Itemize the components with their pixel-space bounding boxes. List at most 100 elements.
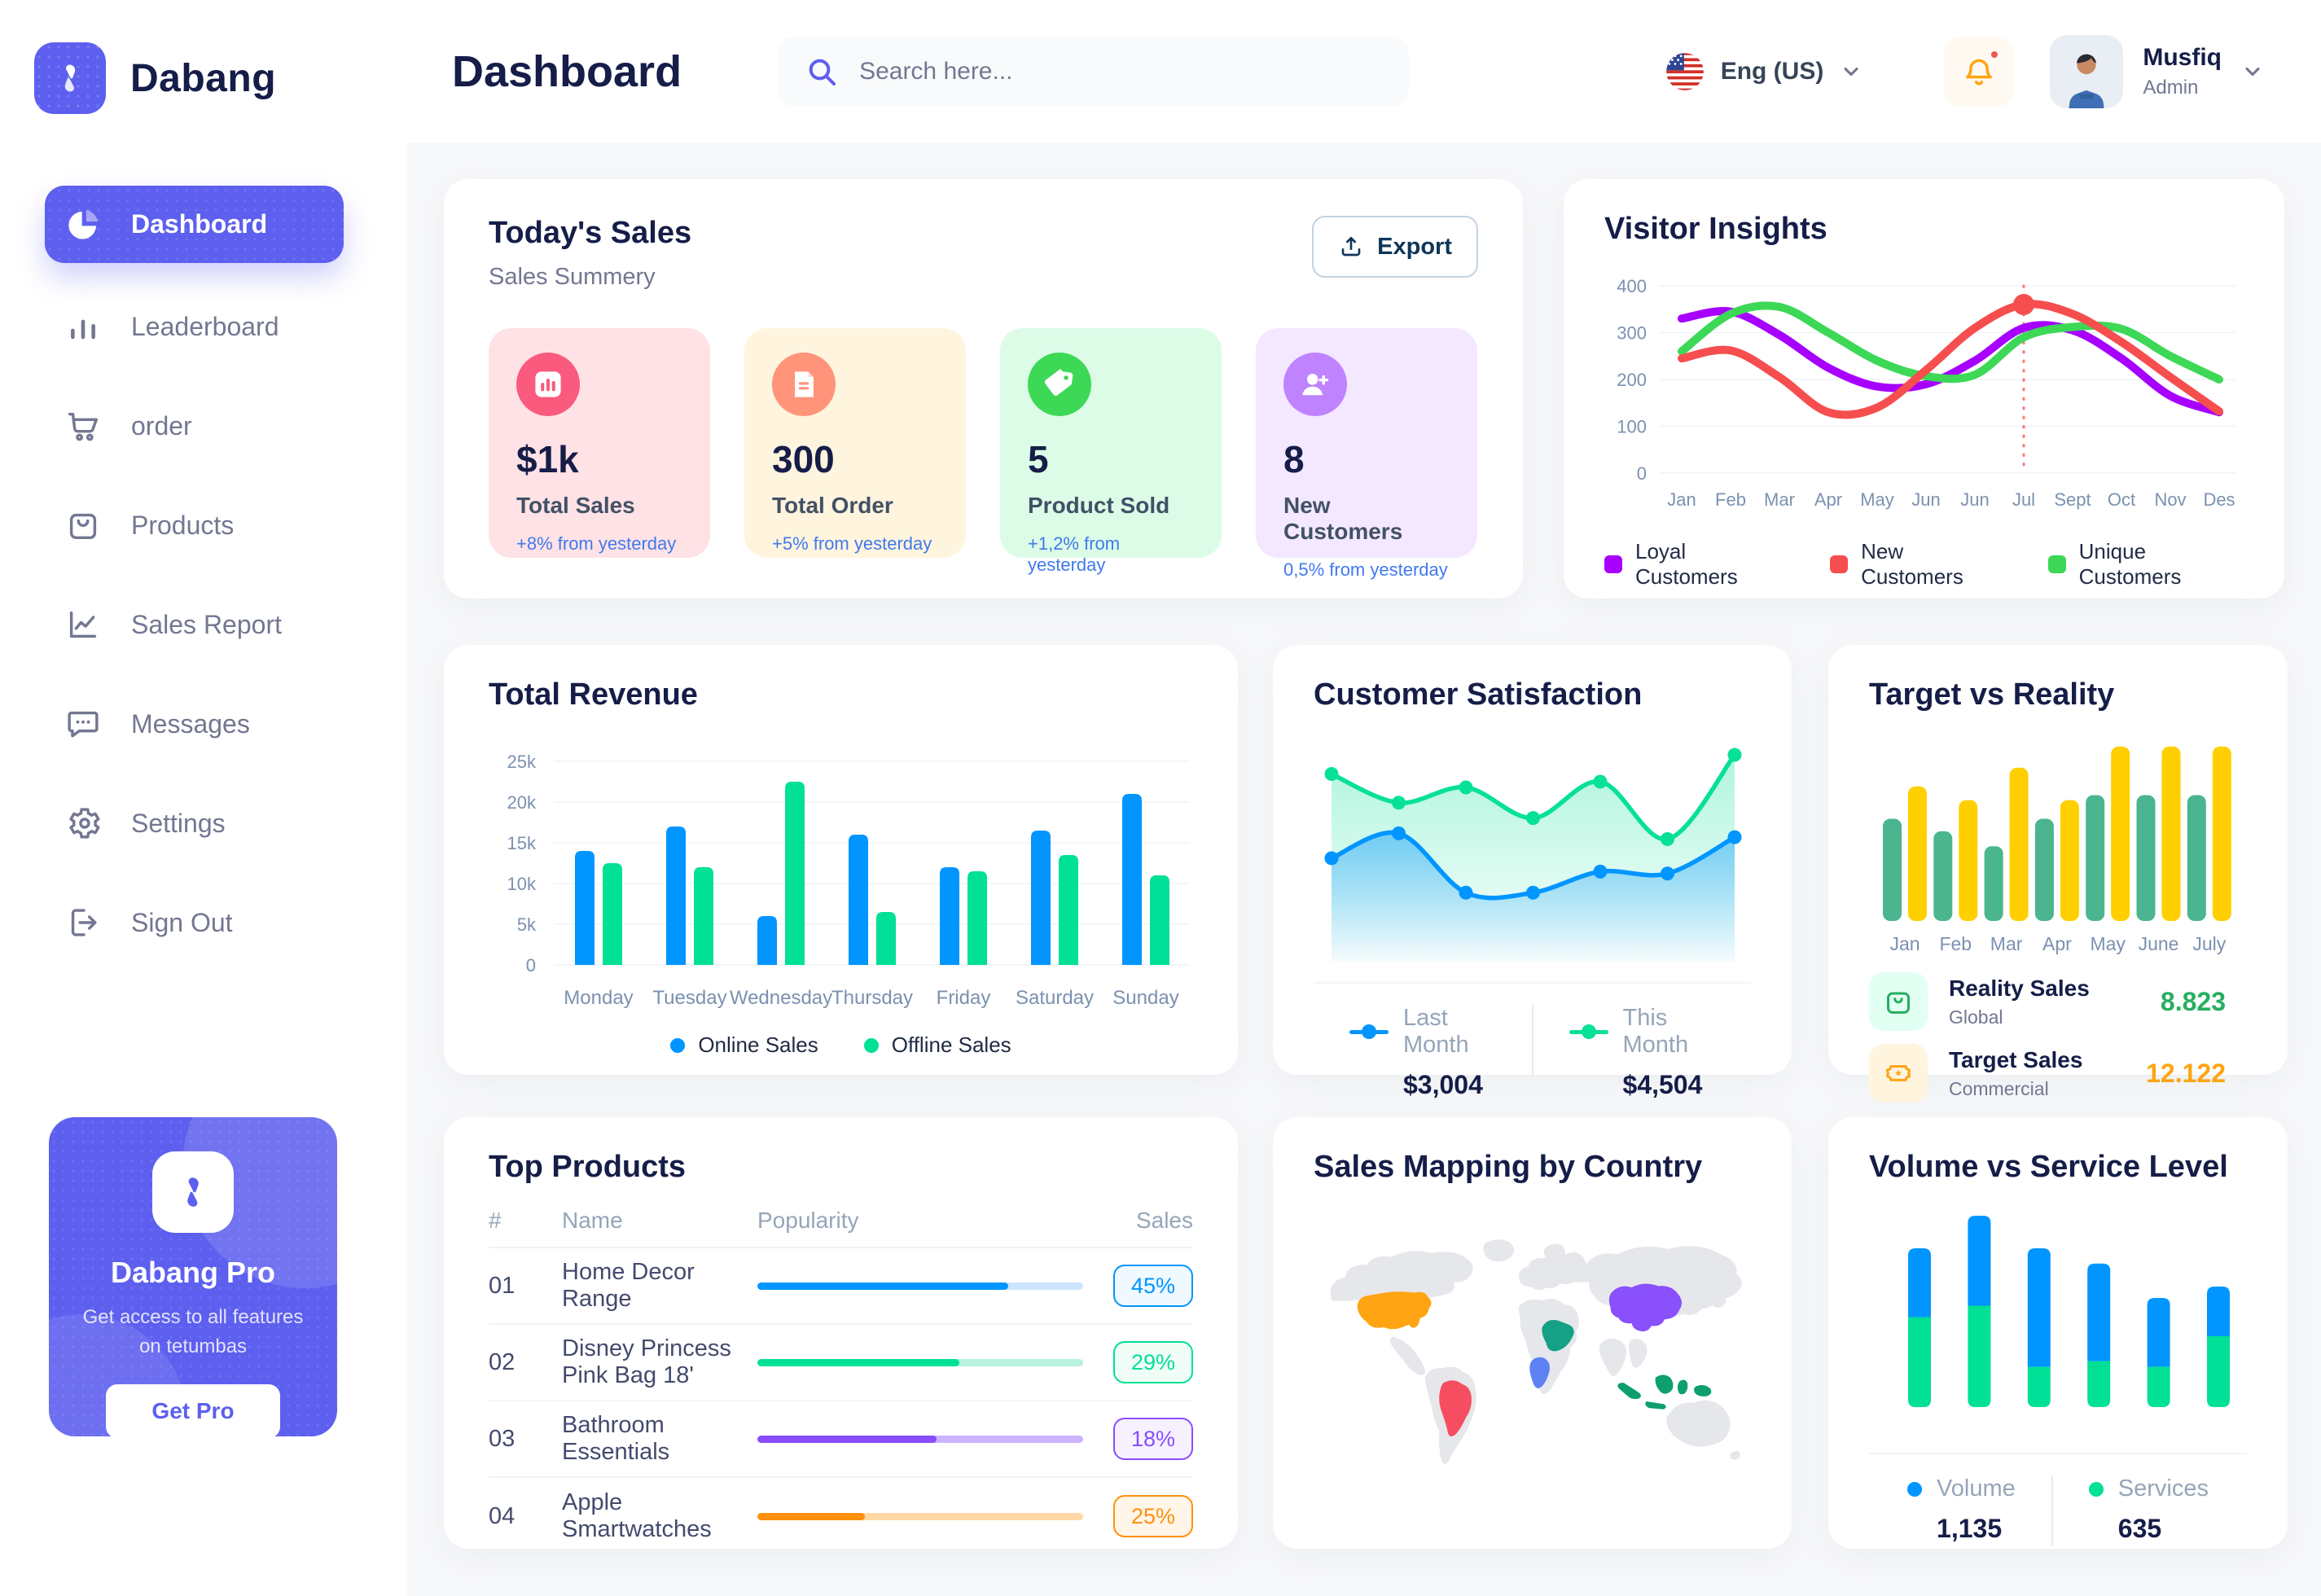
target-vs-reality-title: Target vs Reality [1869,677,2115,712]
svg-text:Thursday: Thursday [831,987,913,1009]
sidebar-item-label: Dashboard [131,209,268,239]
map-australia [1666,1400,1731,1447]
svg-text:Sept: Sept [2054,489,2091,510]
product-name: Bathroom Essentials [562,1412,670,1465]
this-month-marker [1569,1024,1608,1039]
svg-text:Sunday: Sunday [1112,987,1178,1009]
product-popularity-bar [757,1512,1083,1520]
svg-text:Jun: Jun [1960,489,1989,510]
map-mexico [1389,1336,1425,1375]
svg-text:0: 0 [1637,463,1647,484]
sidebar-item-dashboard[interactable]: Dashboard [45,186,344,263]
sidebar-item-label: Settings [131,808,226,838]
svg-text:0: 0 [526,955,536,976]
sidebar-item-label: Sign Out [131,907,233,937]
chevron-down-icon [1840,60,1863,83]
bag-icon [64,506,102,544]
map-india [1599,1338,1627,1377]
stat-delta: 0,5% from yesterday [1283,559,1448,580]
target-vs-reality-chart: Jan Feb Mar Apr May June July [1883,746,2231,954]
export-label: Export [1377,233,1452,260]
sidebar-item-leaderboard[interactable]: Leaderboard [45,291,344,362]
legend-reality-sales: Reality Sales Global 8.823 [1869,972,2247,1031]
sidebar-item-settings[interactable]: Settings [45,787,344,859]
sidebar: Dabang Dashboard Leaderboard order Products… [0,0,407,1596]
top-products-rows: 01 Home Decor Range 45% 02 Disney Prince… [489,1248,1193,1554]
legend-target-sales: Target Sales Commercial 12.122 [1869,1044,2247,1103]
todays-sales-card: Today's Sales Sales Summery Export $1k T… [444,179,1523,598]
svg-text:Jun: Jun [1911,489,1940,510]
export-button[interactable]: Export [1312,216,1478,278]
pro-card: Dabang Pro Get access to all features on… [49,1117,337,1436]
notification-bell[interactable] [1944,36,2015,107]
svg-text:May: May [2090,933,2126,954]
stat-sales-icon [516,353,580,416]
total-revenue-title: Total Revenue [489,677,698,712]
legend-volume: Volume 1,135 [1871,1475,2051,1544]
product-number: 04 [489,1502,516,1529]
visitor-insights-card: Visitor Insights 0 100 200 300 400 Jan Feb Mar A… [1564,179,2284,598]
svg-text:Jan: Jan [1889,933,1920,954]
shopping-bag-icon [1869,972,1928,1031]
volume-service-legend: Volume 1,135 Services 635 [1869,1475,2247,1546]
profile-text: Musfiq Admin [2143,44,2222,99]
stat-cards: $1k Total Sales +8% from yesterday 300 T… [489,328,1478,580]
map-se-asia [1629,1339,1648,1368]
profile-menu[interactable]: Musfiq Admin [2050,34,2264,108]
user-role: Admin [2143,76,2199,99]
sidebar-item-order[interactable]: order [45,390,344,462]
signout-icon [64,904,102,941]
map-greenland [1483,1239,1515,1262]
stat-card-total-order: 300 Total Order +5% from yesterday [744,328,966,558]
product-popularity-bar [757,1282,1083,1290]
stat-label: New Customers [1283,493,1403,544]
svg-text:300: 300 [1617,323,1647,344]
svg-text:5k: 5k [517,914,537,935]
sidebar-item-products[interactable]: Products [45,489,344,561]
col-popularity: Popularity [757,1208,859,1233]
gear-icon [64,805,102,842]
sidebar-item-sign-out[interactable]: Sign Out [45,887,344,958]
map-country-china [1608,1283,1683,1331]
volume-label: Volume [1937,1475,2016,1502]
sidebar-nav: Dashboard Leaderboard order Products Sales R… [45,186,344,986]
col-sales: Sales [1135,1208,1193,1233]
volume-value: 1,135 [1937,1514,2003,1543]
legend-divider [1531,1005,1533,1075]
search-input[interactable] [858,56,1382,86]
map-country-indonesia [1694,1384,1712,1396]
language-selector[interactable]: Eng (US) [1665,52,1863,91]
sales-badge: 29% [1113,1341,1193,1383]
visitor-insights-legend: Loyal Customers New Customers Unique Custo… [1604,539,2244,590]
product-row-02: 02 Disney Princess Pink Bag 18' 29% [489,1325,1193,1401]
target-sales-label: Target Sales [1949,1046,2083,1072]
legend-item: Loyal Customers [1604,539,1784,590]
stat-delta: +5% from yesterday [772,533,932,554]
svg-text:Apr: Apr [2042,933,2072,954]
stat-value: 300 [772,438,835,480]
volume-service-card: Volume vs Service Level Volume 1,135 Ser… [1828,1117,2288,1549]
sidebar-item-label: Products [131,510,235,540]
brand[interactable]: Dabang [0,0,407,114]
svg-text:Des: Des [2203,489,2235,510]
legend-this-month: This Month $4,504 [1533,1005,1751,1100]
sidebar-item-sales-report[interactable]: Sales Report [45,589,344,660]
reality-sales-label: Reality Sales [1949,975,2090,1001]
us-flag-icon [1665,52,1705,91]
ticket-icon [1869,1044,1928,1103]
target-sales-value: 12.122 [2146,1058,2226,1088]
customer-satisfaction-legend: Last Month $3,004 This Month $4,504 [1314,1005,1751,1100]
total-revenue-legend: Online Sales Offline Sales [489,1033,1193,1058]
product-popularity-bar [757,1435,1083,1443]
divider [1314,982,1751,984]
sidebar-item-messages[interactable]: Messages [45,688,344,760]
get-pro-button[interactable]: Get Pro [106,1384,280,1436]
svg-text:10k: 10k [507,874,537,894]
map-country-saudi-arabia [1542,1319,1574,1352]
stat-customers-icon [1283,353,1347,416]
sidebar-item-label: Sales Report [131,609,282,639]
map-country-indonesia [1645,1401,1666,1410]
stat-label: Product Sold [1028,493,1170,518]
chart-icon [64,606,102,643]
